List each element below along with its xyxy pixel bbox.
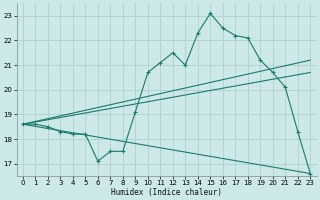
- X-axis label: Humidex (Indice chaleur): Humidex (Indice chaleur): [111, 188, 222, 197]
